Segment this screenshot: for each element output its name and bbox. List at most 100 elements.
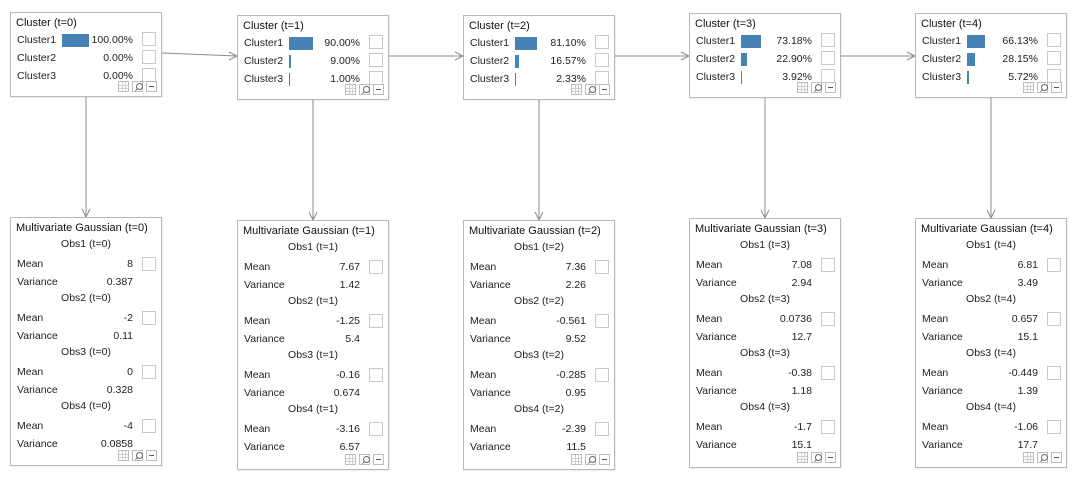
- evidence-checkbox[interactable]: [595, 71, 609, 85]
- grid-icon[interactable]: [118, 450, 129, 461]
- node-title: Multivariate Gaussian (t=1): [243, 225, 375, 237]
- zoom-icon[interactable]: [585, 84, 596, 95]
- evidence-checkbox[interactable]: [1047, 258, 1061, 272]
- variance-row: Variance 2.94: [696, 275, 835, 293]
- cluster-row: Cluster2 9.00%: [244, 52, 383, 70]
- minimize-icon[interactable]: [825, 452, 836, 463]
- gaussian-node-t1[interactable]: Multivariate Gaussian (t=1) Obs1 (t=1) Mea…: [237, 220, 389, 470]
- minimize-icon[interactable]: [825, 82, 836, 93]
- zoom-icon[interactable]: [1037, 452, 1048, 463]
- cluster-label: Cluster2: [244, 55, 284, 67]
- evidence-checkbox[interactable]: [369, 35, 383, 49]
- variance-value: 0.0858: [100, 438, 133, 450]
- zoom-icon[interactable]: [359, 454, 370, 465]
- evidence-checkbox[interactable]: [142, 32, 156, 46]
- evidence-checkbox[interactable]: [1047, 69, 1061, 83]
- node-title: Cluster (t=3): [695, 18, 756, 30]
- grid-icon[interactable]: [797, 82, 808, 93]
- variance-row: Variance 0.95: [470, 385, 609, 403]
- variance-row: Variance 12.7: [696, 329, 835, 347]
- minimize-icon[interactable]: [599, 84, 610, 95]
- mean-row: Mean 0: [17, 364, 156, 382]
- zoom-icon[interactable]: [811, 82, 822, 93]
- evidence-checkbox[interactable]: [821, 258, 835, 272]
- variance-row: Variance 1.18: [696, 383, 835, 401]
- evidence-checkbox[interactable]: [595, 53, 609, 67]
- zoom-icon[interactable]: [1037, 82, 1048, 93]
- evidence-checkbox[interactable]: [369, 53, 383, 67]
- cluster-label: Cluster1: [922, 35, 962, 47]
- cluster-node-t4[interactable]: Cluster (t=4) Cluster1 66.13% Cluster2 28.15…: [915, 13, 1067, 98]
- grid-icon[interactable]: [1023, 82, 1034, 93]
- minimize-icon[interactable]: [373, 84, 384, 95]
- grid-icon[interactable]: [797, 452, 808, 463]
- cluster-node-t0[interactable]: Cluster (t=0) Cluster1 100.00% Cluster2 0.00…: [10, 12, 162, 97]
- gaussian-node-t3[interactable]: Multivariate Gaussian (t=3) Obs1 (t=3) Mea…: [689, 218, 841, 468]
- variance-label: Variance: [17, 384, 58, 396]
- observation-heading: Obs2 (t=0): [61, 292, 111, 304]
- grid-icon[interactable]: [571, 454, 582, 465]
- evidence-checkbox[interactable]: [142, 50, 156, 64]
- node-title: Multivariate Gaussian (t=3): [695, 223, 827, 235]
- cluster-row: Cluster3 3.92%: [696, 68, 835, 86]
- evidence-checkbox[interactable]: [369, 422, 383, 436]
- observation-heading: Obs4 (t=3): [740, 401, 790, 413]
- evidence-checkbox[interactable]: [821, 366, 835, 380]
- evidence-checkbox[interactable]: [142, 419, 156, 433]
- mean-row: Mean -0.449: [922, 365, 1061, 383]
- gaussian-node-t0[interactable]: Multivariate Gaussian (t=0) Obs1 (t=0) Mea…: [10, 217, 162, 466]
- evidence-checkbox[interactable]: [369, 260, 383, 274]
- evidence-checkbox[interactable]: [595, 368, 609, 382]
- evidence-checkbox[interactable]: [369, 314, 383, 328]
- minimize-icon[interactable]: [146, 81, 157, 92]
- evidence-checkbox[interactable]: [821, 33, 835, 47]
- node-toolbar: [571, 454, 610, 466]
- cluster-row: Cluster1 81.10%: [470, 34, 609, 52]
- mean-row: Mean 8: [17, 256, 156, 274]
- grid-icon[interactable]: [1023, 452, 1034, 463]
- evidence-checkbox[interactable]: [369, 368, 383, 382]
- evidence-checkbox[interactable]: [142, 311, 156, 325]
- minimize-icon[interactable]: [1051, 452, 1062, 463]
- evidence-checkbox[interactable]: [1047, 366, 1061, 380]
- grid-icon[interactable]: [345, 84, 356, 95]
- zoom-icon[interactable]: [132, 450, 143, 461]
- grid-icon[interactable]: [571, 84, 582, 95]
- zoom-icon[interactable]: [585, 454, 596, 465]
- evidence-checkbox[interactable]: [369, 71, 383, 85]
- cluster-node-t3[interactable]: Cluster (t=3) Cluster1 73.18% Cluster2 22.90…: [689, 13, 841, 98]
- evidence-checkbox[interactable]: [595, 260, 609, 274]
- evidence-checkbox[interactable]: [821, 312, 835, 326]
- cluster-node-t1[interactable]: Cluster (t=1) Cluster1 90.00% Cluster2 9.00%…: [237, 15, 389, 100]
- zoom-icon[interactable]: [132, 81, 143, 92]
- evidence-checkbox[interactable]: [821, 51, 835, 65]
- evidence-checkbox[interactable]: [595, 314, 609, 328]
- grid-icon[interactable]: [118, 81, 129, 92]
- variance-value: 0.387: [106, 276, 133, 288]
- minimize-icon[interactable]: [599, 454, 610, 465]
- cluster-label: Cluster1: [17, 34, 57, 46]
- minimize-icon[interactable]: [1051, 82, 1062, 93]
- evidence-checkbox[interactable]: [142, 365, 156, 379]
- evidence-checkbox[interactable]: [1047, 33, 1061, 47]
- minimize-icon[interactable]: [146, 450, 157, 461]
- mean-row: Mean -1.7: [696, 419, 835, 437]
- zoom-icon[interactable]: [359, 84, 370, 95]
- cluster-node-t2[interactable]: Cluster (t=2) Cluster1 81.10% Cluster2 16.57…: [463, 15, 615, 100]
- evidence-checkbox[interactable]: [1047, 312, 1061, 326]
- evidence-checkbox[interactable]: [1047, 51, 1061, 65]
- evidence-checkbox[interactable]: [142, 68, 156, 82]
- evidence-checkbox[interactable]: [1047, 420, 1061, 434]
- evidence-checkbox[interactable]: [142, 257, 156, 271]
- gaussian-node-t4[interactable]: Multivariate Gaussian (t=4) Obs1 (t=4) Mea…: [915, 218, 1067, 468]
- grid-icon[interactable]: [345, 454, 356, 465]
- gaussian-node-t2[interactable]: Multivariate Gaussian (t=2) Obs1 (t=2) Mea…: [463, 220, 615, 470]
- evidence-checkbox[interactable]: [821, 420, 835, 434]
- evidence-checkbox[interactable]: [595, 35, 609, 49]
- variance-row: Variance 0.328: [17, 382, 156, 400]
- minimize-icon[interactable]: [373, 454, 384, 465]
- evidence-checkbox[interactable]: [821, 69, 835, 83]
- mean-row: Mean -1.25: [244, 313, 383, 331]
- evidence-checkbox[interactable]: [595, 422, 609, 436]
- zoom-icon[interactable]: [811, 452, 822, 463]
